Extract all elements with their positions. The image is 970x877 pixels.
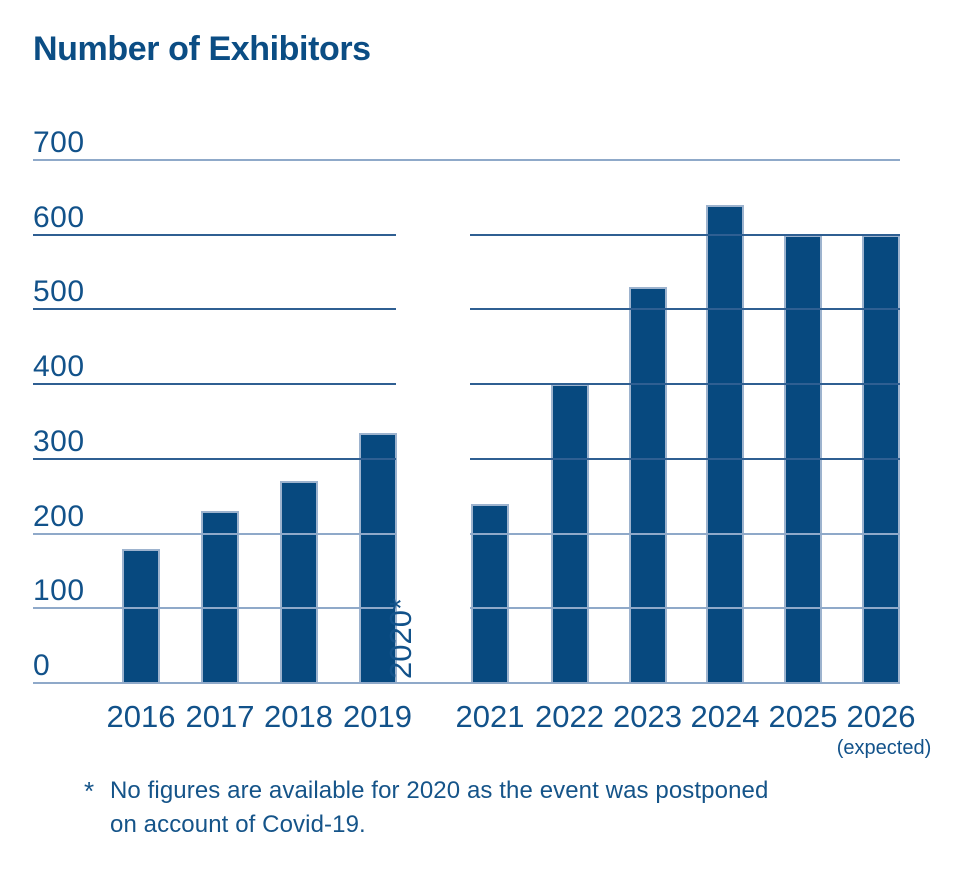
x-axis-label-2018: 2018 [264, 699, 333, 734]
gridline-200-left [33, 532, 396, 535]
gridline-300-left [33, 457, 396, 460]
bar-2018 [279, 481, 318, 683]
x-axis-label-2024: 2024 [690, 699, 760, 734]
gridline-700 [33, 159, 900, 161]
y-axis-label-400: 400 [33, 350, 85, 384]
footnote-line-2: on account of Covid-19. [110, 811, 366, 838]
y-axis-label-700: 700 [33, 126, 85, 159]
gridline-100-right [470, 607, 900, 610]
y-axis-label-200: 200 [33, 499, 85, 533]
footnote-text: No figures are available for 2020 as the… [110, 774, 768, 842]
y-axis-label-0: 0 [33, 649, 51, 682]
y-axis-label-100: 100 [33, 574, 85, 608]
footnote-asterisk: * [84, 776, 95, 806]
gridline-600-left [33, 233, 396, 236]
bar-2024 [706, 204, 744, 683]
gridline-0 [33, 682, 900, 684]
x-axis-label-2025: 2025 [768, 699, 838, 734]
gridline-500-right [470, 308, 900, 311]
x-axis-sublabel-expected: (expected) [836, 737, 932, 759]
y-axis-label-300: 300 [33, 424, 85, 458]
gridline-500-left [33, 308, 396, 311]
x-axis-label-2022: 2022 [535, 699, 604, 734]
x-axis-label-2026: 2026 [846, 699, 916, 734]
x-axis-label-2017: 2017 [185, 699, 255, 734]
x-axis-label-2019: 2019 [343, 699, 412, 734]
bar-2017 [201, 511, 239, 683]
y-axis-label-500: 500 [33, 275, 85, 309]
x-axis-label-2020: 2020* [383, 597, 418, 679]
x-axis-label-2023: 2023 [613, 699, 682, 734]
gridline-100-left [33, 607, 396, 610]
gridline-200-right [470, 532, 900, 535]
bar-2016 [122, 548, 160, 683]
gridline-600-right [470, 233, 900, 236]
chart-title: Number of Exhibitors [33, 30, 371, 68]
bar-2021 [471, 503, 509, 683]
bar-2023 [628, 287, 667, 683]
bar-2019 [358, 432, 397, 683]
x-axis-label-2016: 2016 [106, 699, 176, 734]
footnote: * No figures are available for 2020 as t… [84, 774, 768, 842]
x-axis-label-2021: 2021 [455, 699, 525, 734]
y-axis-label-600: 600 [33, 200, 85, 234]
footnote-line-1: No figures are available for 2020 as the… [110, 777, 769, 804]
gridline-300-right [470, 457, 900, 460]
gridline-400-right [470, 383, 900, 386]
gridline-400-left [33, 383, 396, 386]
